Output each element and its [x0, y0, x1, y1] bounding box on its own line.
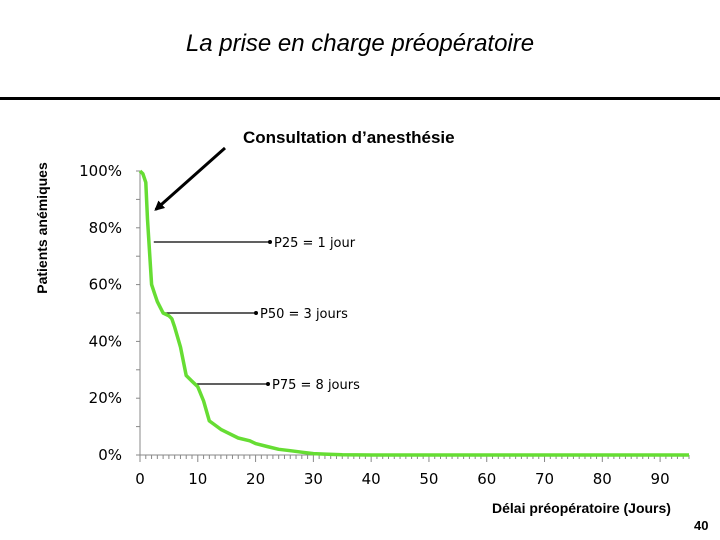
callout-label: P25 = 1 jour: [274, 236, 356, 251]
x-tick-label: 70: [535, 470, 554, 488]
slide-title: La prise en charge préopératoire: [185, 30, 535, 57]
y-tick-label: 80%: [89, 219, 122, 237]
callout-dot: [254, 311, 258, 315]
x-tick-label: 10: [188, 470, 207, 488]
x-tick-label: 40: [362, 470, 381, 488]
chart-series: [138, 169, 689, 457]
title-divider: [0, 97, 720, 100]
callout-dot: [268, 240, 272, 244]
chart-callouts: P25 = 1 jour P50 = 3 jours P75 = 8 jours: [153, 146, 360, 393]
callout-dot: [266, 382, 270, 386]
x-tick-label: 30: [304, 470, 323, 488]
x-tick-label: 50: [419, 470, 438, 488]
x-axis-label: Délai préopératoire (Jours): [492, 500, 671, 516]
x-tick-label: 60: [477, 470, 496, 488]
y-tick-label: 60%: [89, 276, 122, 294]
y-tick-label: 100%: [79, 162, 122, 180]
x-tick-label: 20: [246, 470, 265, 488]
consultation-arrow: [154, 146, 226, 211]
x-tick-label: 90: [651, 470, 670, 488]
consultation-annotation-label: Consultation d’anesthésie: [243, 128, 455, 147]
chart-axes: 0% 20% 40% 60% 80% 100% 0 10 20 30 40 50 60 70 80 90: [79, 162, 690, 488]
x-tick-label: 0: [135, 470, 145, 488]
series-line: [138, 169, 689, 457]
callout-label: P75 = 8 jours: [272, 378, 360, 393]
y-tick-label: 40%: [89, 332, 122, 350]
y-tick-label: 20%: [89, 389, 122, 407]
x-tick-label: 80: [593, 470, 612, 488]
callout-label: P50 = 3 jours: [260, 307, 348, 322]
y-tick-label: 0%: [98, 446, 122, 464]
page-number: 40: [694, 518, 709, 533]
